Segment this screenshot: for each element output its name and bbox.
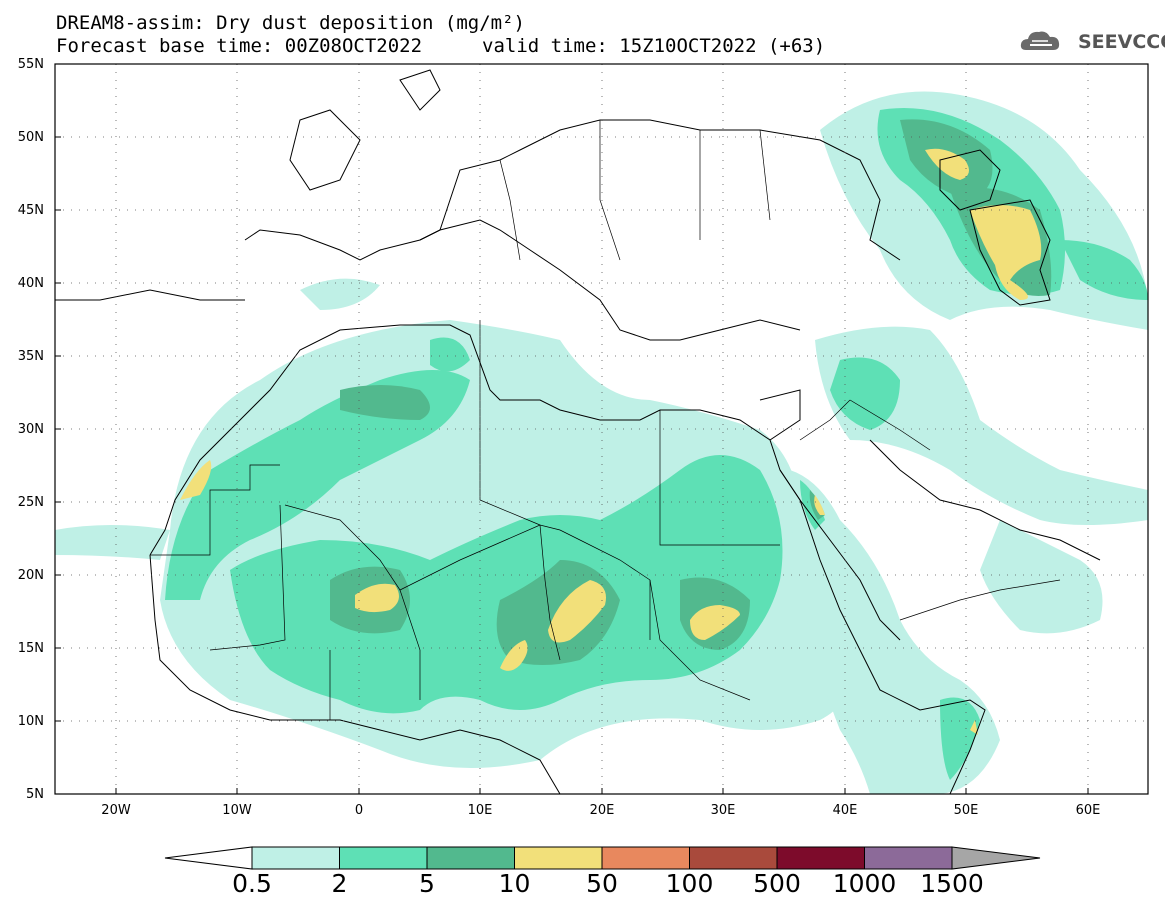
lat-tick-label: 45N (17, 203, 44, 218)
colorbar-level-label: 5 (419, 869, 435, 898)
lat-tick-label: 50N (17, 130, 44, 145)
colorbar-level-label: 500 (753, 869, 801, 898)
colorbar-segment (776, 846, 865, 870)
colorbar-segment (601, 846, 690, 870)
borders (150, 120, 1061, 720)
lat-tick-label: 25N (17, 495, 44, 510)
cloud-logo-icon (1020, 31, 1060, 50)
lon-tick-label: 20W (101, 803, 131, 818)
colorbar-level-label: 10 (498, 869, 531, 898)
colorbar-level-label: 1000 (832, 869, 897, 898)
colorbar-segment (514, 846, 603, 870)
colorbar-level-label: 1500 (920, 869, 984, 898)
lat-tick-label: 55N (17, 57, 44, 72)
lat-tick-label: 10N (17, 714, 44, 729)
colorbar-segment (339, 846, 428, 870)
valid-time: valid time: 15Z10OCT2022 (+63) (482, 35, 826, 57)
colorbar-level-label: 100 (665, 869, 714, 898)
lon-tick-label: 60E (1075, 803, 1101, 818)
colorbar-over-triangle (951, 846, 1041, 870)
lat-tick-label: 40N (17, 276, 44, 291)
lon-tick-label: 50E (953, 803, 979, 818)
lat-tick-label: 35N (17, 349, 44, 364)
lon-tick-label: 10W (222, 803, 252, 818)
colorbar-segment (864, 846, 953, 870)
colorbar-segment (689, 846, 778, 870)
logo-text: SEEVCCC (1078, 31, 1165, 53)
lon-tick-label: 0 (354, 803, 364, 818)
lat-lon-grid (55, 64, 1148, 794)
lat-tick-label: 30N (17, 422, 44, 437)
lon-tick-label: 30E (710, 803, 736, 818)
colorbar-level-label: 2 (331, 869, 348, 898)
lat-tick-label: 5N (26, 787, 44, 802)
chart-title: DREAM8-assim: Dry dust deposition (mg/m²… (56, 12, 525, 34)
colorbar-segment (426, 846, 515, 870)
colorbar-segment (251, 846, 340, 870)
dust-level-10 (180, 148, 1042, 735)
axis-ticks (55, 136, 1089, 794)
lon-tick-label: 20E (589, 803, 615, 818)
lat-tick-label: 15N (17, 641, 44, 656)
colorbar-level-label: 0.5 (232, 869, 272, 898)
colorbar (164, 846, 1041, 870)
coastlines (55, 69, 1101, 794)
lat-tick-label: 20N (17, 568, 44, 583)
lon-tick-label: 10E (467, 803, 493, 818)
colorbar-level-label: 50 (586, 869, 618, 898)
lon-tick-label: 40E (832, 803, 858, 818)
base-time: Forecast base time: 00Z08OCT2022 (56, 35, 423, 57)
colorbar-under-triangle (164, 846, 253, 870)
